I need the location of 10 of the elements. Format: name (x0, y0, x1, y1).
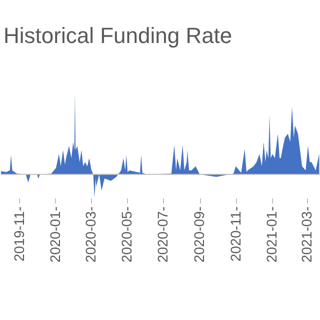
x-tick-label: 2020-05- (118, 206, 134, 263)
x-tick-label: 2020-07- (154, 206, 171, 263)
x-tick-label: 2020-03- (82, 206, 98, 263)
x-tick-label: 2020-09- (191, 206, 208, 263)
chart-title: Historical Funding Rate (4, 23, 232, 48)
x-tick-label: 2019-11- (10, 206, 27, 262)
x-tick-label: 2020-11- (227, 206, 244, 262)
x-tick-label: 2020-01- (46, 206, 63, 263)
x-tick-label: 2021-01- (263, 206, 280, 263)
x-tick-label: 2021-03- (298, 206, 314, 263)
